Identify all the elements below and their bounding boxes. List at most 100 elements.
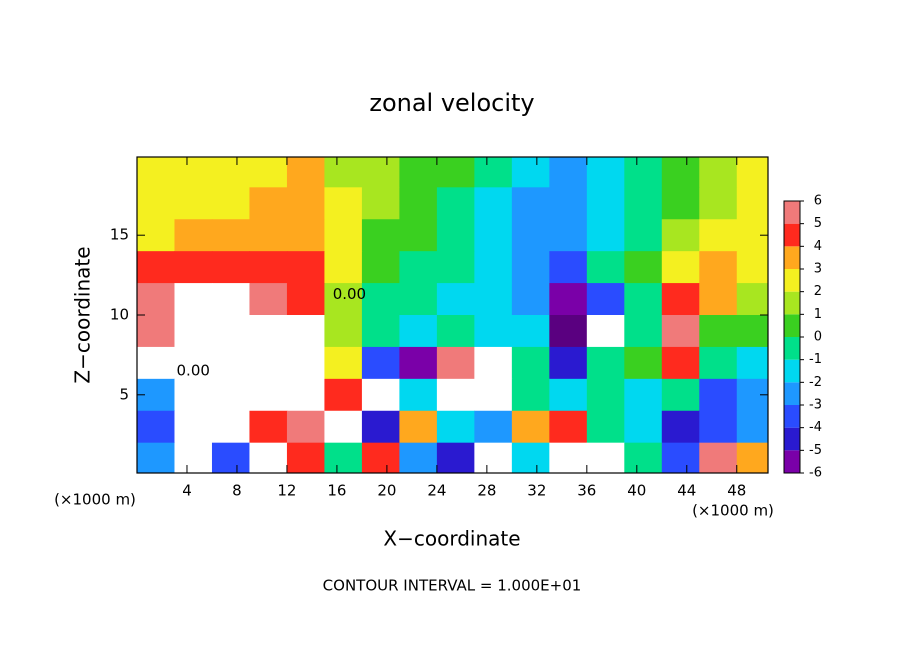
colorbar-swatch xyxy=(784,201,800,224)
cell xyxy=(586,346,625,380)
cell xyxy=(174,283,213,316)
cell xyxy=(661,442,700,473)
cell xyxy=(436,315,475,348)
cell xyxy=(474,283,513,316)
cell xyxy=(586,187,625,220)
cell xyxy=(586,283,625,316)
cell xyxy=(399,251,438,284)
cell xyxy=(399,442,438,473)
cell xyxy=(286,442,325,473)
cell xyxy=(474,315,513,348)
cell xyxy=(699,442,738,473)
y-tick-label: 5 xyxy=(119,385,129,403)
x-unit-label: (×1000 m) xyxy=(54,491,136,509)
cell xyxy=(511,219,550,252)
cell xyxy=(586,157,625,188)
cell xyxy=(324,315,363,348)
cell xyxy=(137,251,175,284)
cell xyxy=(474,410,513,444)
cell xyxy=(249,378,288,412)
cell xyxy=(361,410,400,444)
cell xyxy=(736,251,768,284)
cell xyxy=(661,187,700,220)
cell xyxy=(624,157,663,188)
cell xyxy=(174,157,213,188)
cell xyxy=(624,315,663,348)
colorbar-swatch xyxy=(784,223,800,247)
cell xyxy=(324,157,363,188)
cell xyxy=(474,219,513,252)
colorbar-tick-label: 3 xyxy=(814,262,822,277)
colorbar-swatch xyxy=(784,382,800,405)
cell xyxy=(361,346,400,380)
cell xyxy=(699,187,738,220)
cell xyxy=(174,187,213,220)
cell xyxy=(624,219,663,252)
cell xyxy=(661,346,700,380)
cell xyxy=(511,315,550,348)
colorbar-tick-label: -3 xyxy=(809,398,822,413)
cell xyxy=(399,283,438,316)
cell xyxy=(699,410,738,444)
cell xyxy=(286,410,325,444)
cell xyxy=(474,187,513,220)
cell xyxy=(624,187,663,220)
cell xyxy=(361,251,400,284)
x-tick-label: 16 xyxy=(327,482,346,500)
cell xyxy=(286,251,325,284)
cell xyxy=(549,442,588,473)
cell xyxy=(399,378,438,412)
cell xyxy=(399,315,438,348)
colorbar-swatch xyxy=(784,246,800,269)
colorbar-swatch xyxy=(784,291,800,315)
cell xyxy=(736,315,768,348)
cell xyxy=(549,283,588,316)
cell xyxy=(586,410,625,444)
cell xyxy=(249,346,288,380)
y-axis-label: Z−coordinate xyxy=(71,246,95,383)
cell xyxy=(286,378,325,412)
cell xyxy=(286,187,325,220)
cell xyxy=(736,157,768,188)
cell xyxy=(286,346,325,380)
x-axis-label: X−coordinate xyxy=(383,527,520,551)
cell xyxy=(699,283,738,316)
cell xyxy=(249,315,288,348)
cell xyxy=(624,410,663,444)
cell xyxy=(699,219,738,252)
cell xyxy=(249,442,288,473)
cell xyxy=(661,315,700,348)
cell xyxy=(624,283,663,316)
cell xyxy=(137,157,175,188)
cell xyxy=(474,251,513,284)
cell xyxy=(361,315,400,348)
colorbar-tick-label: -1 xyxy=(809,352,822,367)
cell xyxy=(511,283,550,316)
x-tick-label: 28 xyxy=(477,482,496,500)
cell xyxy=(286,157,325,188)
cell xyxy=(361,157,400,188)
cell xyxy=(736,346,768,380)
cell xyxy=(286,315,325,348)
cell xyxy=(399,157,438,188)
y-tick-label: 15 xyxy=(110,226,129,244)
field xyxy=(137,157,768,473)
cell xyxy=(624,346,663,380)
colorbar-swatch xyxy=(784,337,800,360)
colorbar-tick-label: 5 xyxy=(814,216,822,231)
cell xyxy=(661,283,700,316)
cell xyxy=(436,251,475,284)
cell xyxy=(624,378,663,412)
colorbar-tick-label: -4 xyxy=(809,420,822,435)
x-tick-label: 4 xyxy=(182,482,192,500)
cell xyxy=(249,219,288,252)
colorbar-swatch xyxy=(784,405,800,428)
colorbar-swatch xyxy=(784,427,800,451)
cell xyxy=(137,442,175,473)
x-tick-label: 8 xyxy=(232,482,242,500)
cell xyxy=(249,157,288,188)
cell xyxy=(436,346,475,380)
cell xyxy=(361,187,400,220)
cell xyxy=(436,187,475,220)
cell xyxy=(661,157,700,188)
